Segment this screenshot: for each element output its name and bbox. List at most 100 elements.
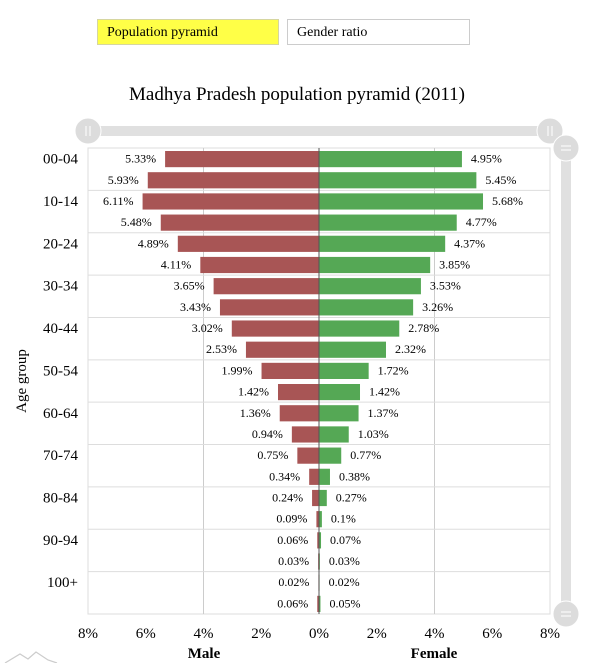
female-bar bbox=[319, 256, 431, 274]
vertical-range-scrollbar[interactable] bbox=[552, 134, 580, 628]
male-data-label: 0.03% bbox=[278, 554, 309, 568]
top-range-handle[interactable] bbox=[552, 134, 580, 162]
horizontal-range-scrollbar[interactable] bbox=[74, 117, 564, 145]
horizontal-scroll-track[interactable] bbox=[88, 126, 550, 136]
female-data-label: 0.02% bbox=[329, 575, 360, 589]
x-tick-label: 2% bbox=[251, 626, 271, 642]
female-data-label: 5.68% bbox=[492, 194, 523, 208]
male-data-label: 5.48% bbox=[121, 215, 152, 229]
male-bar bbox=[317, 532, 319, 549]
female-data-label: 3.53% bbox=[430, 279, 461, 293]
x-tick-label: 4% bbox=[194, 626, 214, 642]
y-tick-label: 70-74 bbox=[43, 448, 78, 464]
male-data-label: 3.43% bbox=[180, 300, 211, 314]
vertical-scroll-track[interactable] bbox=[561, 148, 571, 614]
female-data-label: 0.1% bbox=[331, 512, 356, 526]
left-range-handle[interactable] bbox=[74, 117, 102, 145]
male-data-label: 4.11% bbox=[161, 258, 192, 272]
male-bar bbox=[312, 489, 319, 507]
male-bar bbox=[277, 384, 319, 401]
male-data-label: 0.24% bbox=[272, 491, 303, 505]
female-data-label: 1.72% bbox=[378, 363, 409, 377]
female-bar bbox=[319, 299, 414, 316]
bottom-range-handle[interactable] bbox=[552, 600, 580, 628]
female-data-label: 3.85% bbox=[439, 258, 470, 272]
male-bar bbox=[309, 468, 319, 485]
male-bar bbox=[297, 447, 319, 464]
male-data-label: 3.65% bbox=[174, 279, 205, 293]
female-bar bbox=[319, 426, 349, 443]
male-bar bbox=[200, 256, 319, 274]
female-bar bbox=[319, 468, 330, 485]
male-data-label: 5.93% bbox=[108, 173, 139, 187]
male-data-label: 1.36% bbox=[240, 406, 271, 420]
male-bar bbox=[160, 214, 319, 231]
female-data-label: 0.77% bbox=[350, 448, 381, 462]
male-bar bbox=[317, 595, 319, 612]
female-bar bbox=[319, 489, 327, 507]
male-bar bbox=[213, 278, 319, 295]
male-bar bbox=[147, 172, 319, 189]
right-range-handle[interactable] bbox=[536, 117, 564, 145]
female-bar bbox=[319, 151, 462, 168]
female-data-label: 4.95% bbox=[471, 152, 502, 166]
x-tick-label: 2% bbox=[367, 626, 387, 642]
y-tick-label: 60-64 bbox=[43, 406, 78, 422]
female-bar bbox=[319, 405, 359, 422]
male-data-label: 6.11% bbox=[103, 194, 134, 208]
male-data-label: 1.42% bbox=[238, 385, 269, 399]
male-bar bbox=[245, 341, 319, 358]
x-tick-label: 6% bbox=[482, 626, 502, 642]
x-tick-label: 8% bbox=[78, 626, 98, 642]
male-bar bbox=[316, 511, 319, 528]
x-tick-label: 0% bbox=[309, 626, 329, 642]
y-tick-label: 20-24 bbox=[43, 236, 78, 252]
y-tick-label: 100+ bbox=[47, 575, 78, 591]
male-bar bbox=[142, 193, 319, 210]
female-data-label: 2.32% bbox=[395, 342, 426, 356]
male-bar bbox=[219, 299, 319, 316]
x-tick-label: 8% bbox=[540, 626, 560, 642]
bars: 5.33% 4.95% 5.93% 5.45% 6.11% 5.68% 5.48% 4.77%… bbox=[103, 148, 523, 614]
female-bar bbox=[319, 193, 484, 210]
male-bar bbox=[261, 362, 319, 379]
tick-labels: 00-04 10-14 20-24 30-34 40-44 50-54 60-64 70-74… bbox=[43, 152, 560, 642]
female-bar bbox=[319, 214, 457, 231]
y-tick-label: 40-44 bbox=[43, 321, 78, 337]
male-data-label: 1.99% bbox=[222, 363, 253, 377]
male-data-label: 0.75% bbox=[257, 448, 288, 462]
female-bar bbox=[319, 341, 386, 358]
female-data-label: 0.38% bbox=[339, 469, 370, 483]
male-bar bbox=[291, 426, 319, 443]
male-data-label: 0.06% bbox=[277, 533, 308, 547]
female-bar bbox=[319, 532, 322, 549]
male-bar bbox=[231, 320, 319, 337]
male-data-label: 0.94% bbox=[252, 427, 283, 441]
female-data-label: 0.05% bbox=[329, 596, 360, 610]
y-tick-label: 10-14 bbox=[43, 194, 78, 210]
female-data-label: 5.45% bbox=[485, 173, 516, 187]
female-data-label: 1.03% bbox=[358, 427, 389, 441]
male-bar bbox=[279, 405, 319, 422]
female-bar bbox=[319, 447, 342, 464]
female-bar bbox=[319, 320, 400, 337]
male-bar bbox=[165, 151, 319, 168]
female-data-label: 0.27% bbox=[336, 491, 367, 505]
female-data-label: 4.77% bbox=[466, 215, 497, 229]
y-axis-label: Age group bbox=[14, 349, 30, 413]
female-data-label: 0.03% bbox=[329, 554, 360, 568]
female-bar bbox=[319, 172, 477, 189]
y-tick-label: 80-84 bbox=[43, 491, 78, 507]
male-data-label: 5.33% bbox=[125, 152, 156, 166]
y-tick-label: 90-94 bbox=[43, 533, 78, 549]
female-data-label: 4.37% bbox=[454, 236, 485, 250]
male-bar bbox=[177, 235, 319, 252]
female-data-label: 3.26% bbox=[422, 300, 453, 314]
female-axis-label: Female bbox=[411, 646, 458, 662]
tab-population-pyramid[interactable]: Population pyramid bbox=[97, 19, 279, 45]
tab-gender-ratio[interactable]: Gender ratio bbox=[287, 19, 470, 45]
chart-title: Madhya Pradesh population pyramid (2011) bbox=[129, 84, 465, 105]
female-bar bbox=[319, 362, 369, 379]
female-data-label: 2.78% bbox=[408, 321, 439, 335]
